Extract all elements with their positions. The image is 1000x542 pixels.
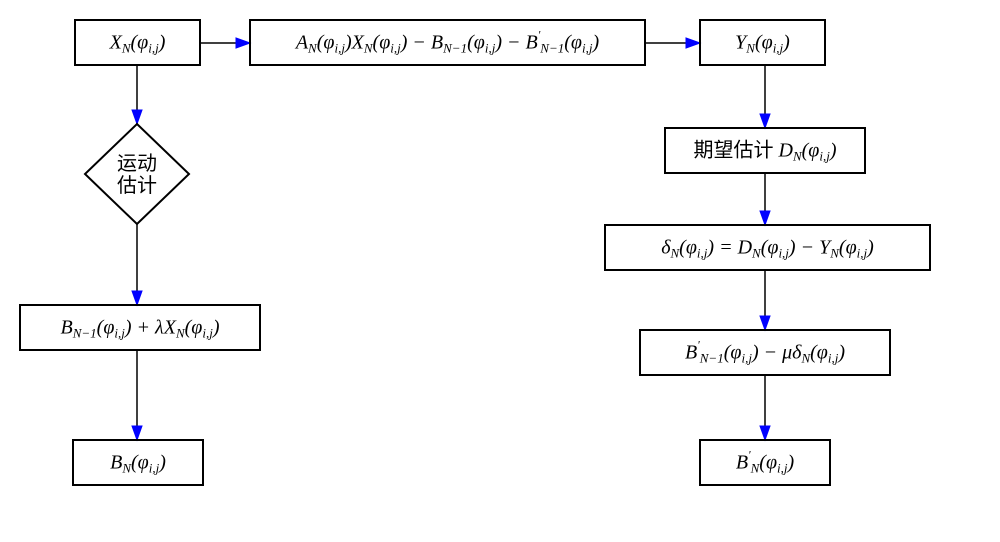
svg-text:YN(φi,j): YN(φi,j) [735, 32, 790, 56]
svg-text:B'N−1(φi,j) − μδN(φi,j): B'N−1(φi,j) − μδN(φi,j) [685, 338, 845, 366]
svg-text:B'N(φi,j): B'N(φi,j) [736, 448, 795, 476]
svg-text:BN−1(φi,j) + λXN(φi,j): BN−1(φi,j) + λXN(φi,j) [60, 317, 219, 341]
svg-text:期望估计 DN(φi,j): 期望估计 DN(φi,j) [693, 139, 836, 164]
svg-text:XN(φi,j): XN(φi,j) [109, 32, 166, 56]
svg-text:AN(φi,j)XN(φi,j) − BN−1(φi,j): AN(φi,j)XN(φi,j) − BN−1(φi,j) − B'N−1(φi… [294, 28, 600, 56]
svg-text:δN(φi,j) = DN(φi,j) − YN(φi,j): δN(φi,j) = DN(φi,j) − YN(φi,j) [661, 237, 874, 261]
svg-text:BN(φi,j): BN(φi,j) [110, 452, 166, 476]
svg-text:估计: 估计 [117, 174, 157, 197]
svg-text:运动: 运动 [117, 152, 157, 175]
